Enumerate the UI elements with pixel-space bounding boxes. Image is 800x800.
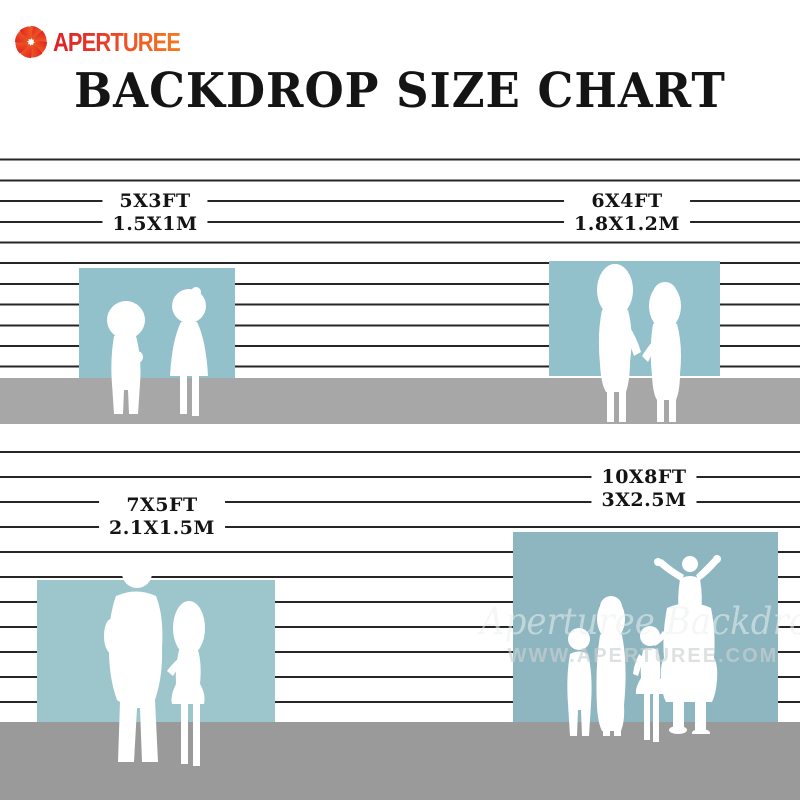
- man-silhouette: [104, 558, 163, 762]
- size-m: 3X2.5M: [601, 489, 687, 511]
- backdrop-6x4: [549, 261, 720, 376]
- page-title: BACKDROP SIZE CHART: [74, 62, 726, 119]
- size-ft: 5X3FT: [119, 190, 191, 212]
- father-with-cheerleader-silhouette: [654, 555, 721, 734]
- mother-silhouette: [596, 596, 626, 736]
- size-ft: 7X5FT: [126, 494, 198, 516]
- aperture-icon: [13, 24, 49, 60]
- size-m: 1.5X1M: [112, 213, 198, 235]
- girl-silhouette: [167, 601, 205, 766]
- size-label-5x3: 5X3FT 1.5X1M: [102, 190, 208, 236]
- size-m: 2.1X1.5M: [109, 517, 215, 539]
- brand-name: APERTUREE: [53, 26, 181, 57]
- size-ft: 6X4FT: [591, 190, 663, 212]
- toddler-girl-silhouette: [170, 287, 208, 416]
- boy-silhouette: [567, 628, 592, 736]
- toddler-boy-silhouette: [107, 301, 145, 414]
- brand-logo: APERTUREE: [13, 24, 204, 60]
- backdrop-5x3: [79, 268, 235, 378]
- small-girl-silhouette: [633, 626, 667, 742]
- size-label-7x5: 7X5FT 2.1X1.5M: [99, 494, 225, 540]
- woman-silhouette-right: [642, 282, 681, 422]
- size-label-10x8: 10X8FT 3X2.5M: [591, 466, 697, 512]
- size-label-6x4: 6X4FT 1.8X1.2M: [564, 190, 690, 236]
- size-ft: 10X8FT: [601, 466, 687, 488]
- size-m: 1.8X1.2M: [574, 213, 680, 235]
- woman-silhouette-left: [597, 264, 641, 422]
